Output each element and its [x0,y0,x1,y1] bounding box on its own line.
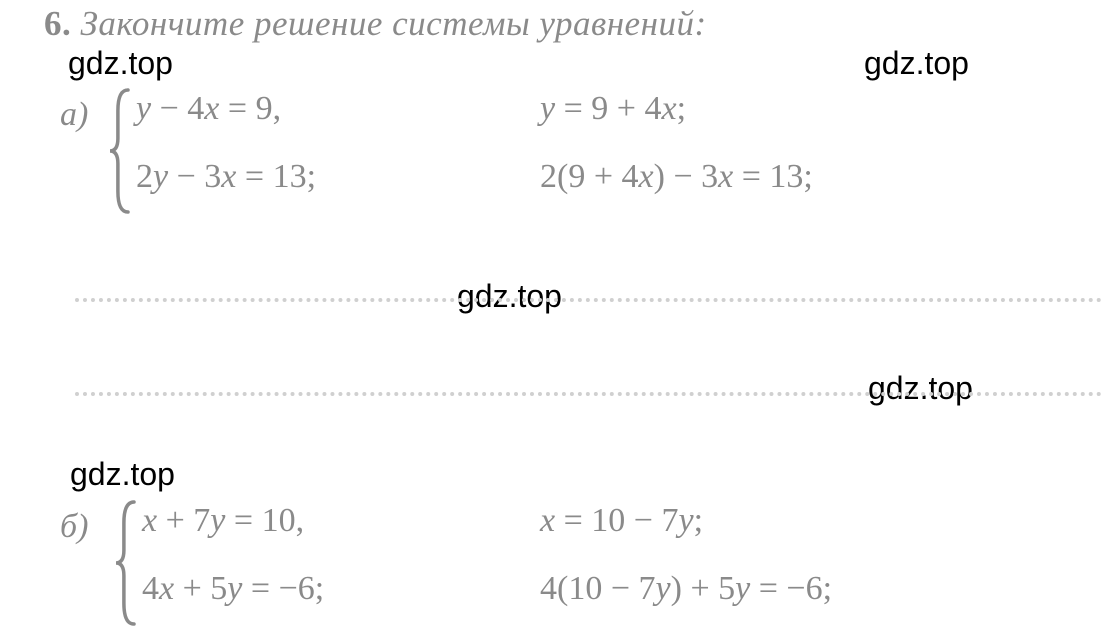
answer-line [75,392,1102,396]
subproblem-a-label: а) [60,96,88,134]
answer-line [75,298,1102,302]
equation: x = 10 − 7y; [540,502,703,540]
watermark: gdz.top [70,456,175,493]
watermark: gdz.top [68,45,173,82]
equation: 4x + 5y = −6; [142,570,324,608]
subproblem-b-label: б) [60,508,88,546]
brace-icon [108,88,130,214]
equation: 4(10 − 7y) + 5y = −6; [540,570,832,608]
watermark: gdz.top [457,278,562,315]
problem-number: 6. [44,4,71,43]
watermark: gdz.top [868,370,973,407]
page: 6. Закончите решение системы уравнений: … [0,0,1102,640]
equation: y = 9 + 4x; [540,90,686,128]
equation: 2(9 + 4x) − 3x = 13; [540,158,813,196]
problem-heading: 6. Закончите решение системы уравнений: [44,4,707,44]
watermark: gdz.top [864,45,969,82]
problem-heading-text: Закончите решение системы уравнений: [81,4,707,43]
equation: 2y − 3x = 13; [136,158,316,196]
equation: x + 7y = 10, [142,502,304,540]
brace-icon [114,500,136,626]
equation: y − 4x = 9, [136,90,281,128]
